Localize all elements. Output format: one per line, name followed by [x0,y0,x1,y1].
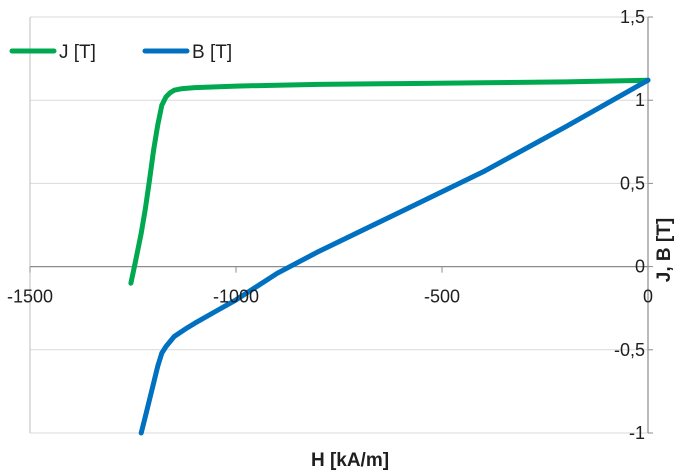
y-tick-label: 0,5 [620,173,645,193]
tick-labels: -1500 -1000 -500 0 -1 -0,5 0 0,5 1 1,5 [7,7,653,443]
x-tick-label: -1000 [213,287,259,307]
x-tick-label: -1500 [7,287,53,307]
x-tick-label: 0 [643,287,653,307]
legend-label-b: B [T] [192,42,232,63]
plot-series [128,77,651,436]
x-tick-label: -500 [424,287,460,307]
axes [29,16,653,434]
gridlines [30,16,648,434]
y-tick-label: 0 [635,257,645,277]
series-line-b [138,77,651,436]
y-tick-label: 1,5 [620,7,645,27]
y-tick-label: 1 [635,90,645,110]
x-axis-title: H [kA/m] [311,450,389,471]
legend-label-j: J [T] [59,42,96,63]
y-tick-label: -0,5 [614,340,645,360]
legend: J [T] B [T] [9,42,232,63]
series-line-j [128,77,651,286]
y-tick-label: -1 [629,423,645,443]
y-axis-title: J, B [T] [654,218,675,282]
